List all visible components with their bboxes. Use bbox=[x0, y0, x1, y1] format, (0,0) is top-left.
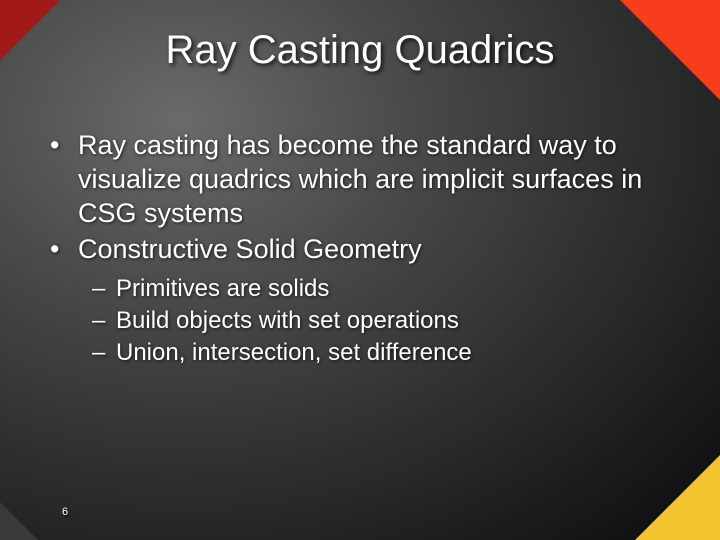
sub-bullet-item: Primitives are solids bbox=[116, 274, 674, 304]
slide-body: Ray casting has become the standard way … bbox=[46, 128, 674, 370]
slide-title: Ray Casting Quadrics bbox=[0, 28, 720, 73]
sub-bullet-item: Build objects with set operations bbox=[116, 306, 674, 336]
bullet-item: Ray casting has become the standard way … bbox=[78, 128, 674, 230]
bullet-text: Constructive Solid Geometry bbox=[78, 234, 422, 264]
bullet-list-lvl1: Ray casting has become the standard way … bbox=[46, 128, 674, 368]
slide: Ray Casting Quadrics Ray casting has bec… bbox=[0, 0, 720, 540]
sub-bullet-item: Union, intersection, set difference bbox=[116, 338, 674, 368]
bullet-item: Constructive Solid Geometry Primitives a… bbox=[78, 232, 674, 368]
bullet-list-lvl2: Primitives are solids Build objects with… bbox=[78, 274, 674, 368]
corner-accent-bl bbox=[0, 502, 38, 540]
corner-accent-br bbox=[635, 455, 720, 540]
page-number: 6 bbox=[62, 506, 68, 518]
